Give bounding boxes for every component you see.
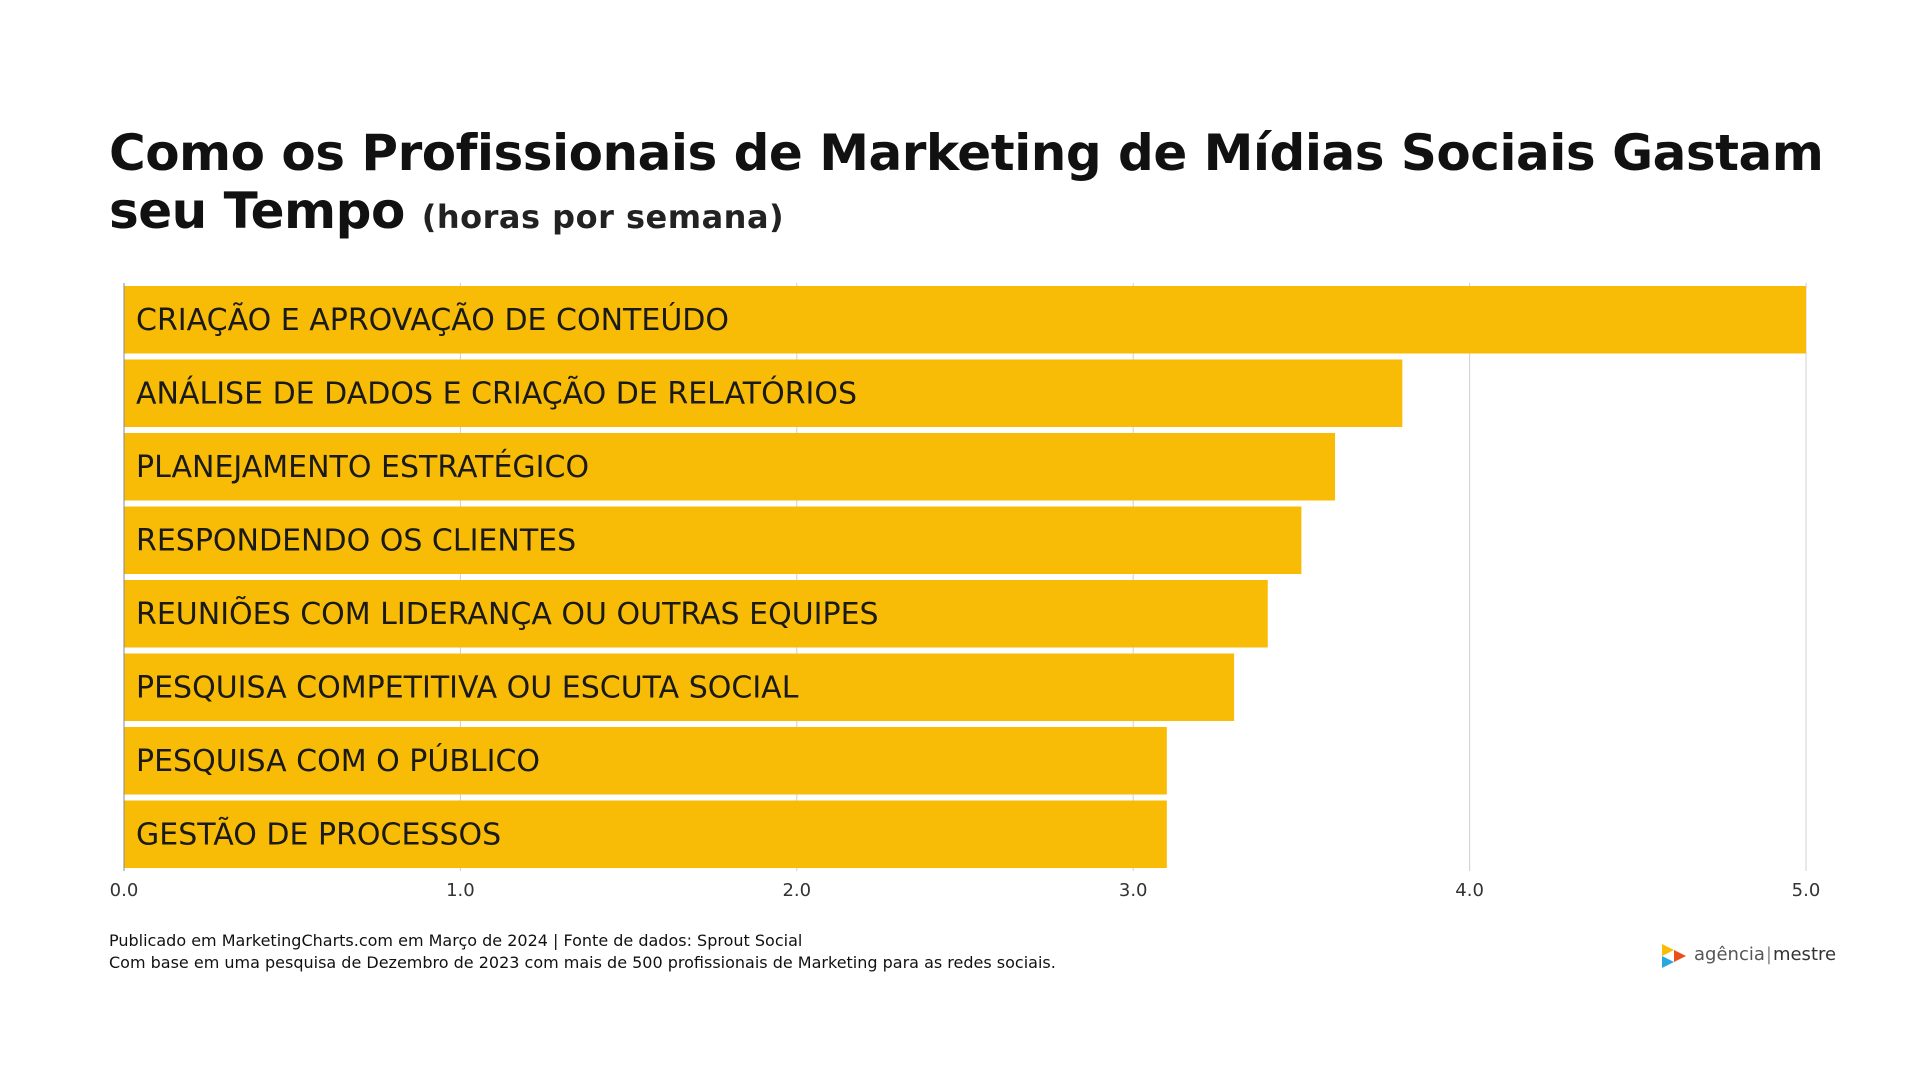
bar (124, 506, 1302, 574)
bar-label: CRIAÇÃO E APROVAÇÃO DE CONTEÚDO (136, 301, 729, 338)
bar-label: PLANEJAMENTO ESTRATÉGICO (136, 449, 589, 485)
chart-footer: Publicado em MarketingCharts.com em Març… (109, 930, 1056, 974)
logo-separator: | (1765, 943, 1772, 965)
x-tick-label: 1.0 (446, 880, 475, 901)
bar (124, 433, 1336, 501)
chart-title-main: Como os Profissionais de Marketing de Mí… (109, 124, 1824, 240)
footer-source: Publicado em MarketingCharts.com em Març… (109, 931, 803, 950)
logo-text-part1: agência (1694, 943, 1765, 965)
bar-label: PESQUISA COMPETITIVA OU ESCUTA SOCIAL (136, 670, 799, 705)
bar (124, 286, 1806, 354)
bar (124, 727, 1167, 795)
x-tick-label: 0.0 (110, 880, 139, 901)
bar (124, 580, 1268, 648)
x-tick-label: 2.0 (782, 880, 811, 901)
bar-label: RESPONDENDO OS CLIENTES (136, 523, 576, 558)
agency-logo: agência|mestre (1660, 940, 1836, 968)
bar-label: ANÁLISE DE DADOS E CRIAÇÃO DE RELATÓRIOS (136, 374, 857, 411)
x-tick-label: 4.0 (1455, 880, 1484, 901)
bar-label: GESTÃO DE PROCESSOS (136, 816, 501, 852)
chart-title: Como os Profissionais de Marketing de Mí… (109, 124, 1869, 246)
bar-label: PESQUISA COM O PÚBLICO (136, 742, 540, 779)
x-tick-label: 3.0 (1119, 880, 1148, 901)
bar-label: REUNIÕES COM LIDERANÇA OU OUTRAS EQUIPES (136, 595, 879, 632)
bar (124, 653, 1235, 721)
logo-icon (1662, 944, 1686, 968)
chart-title-unit: (horas por semana) (421, 198, 785, 236)
logo-text-part2: mestre (1772, 943, 1837, 965)
x-tick-label: 5.0 (1792, 880, 1821, 901)
logo-text: agência|mestre (1694, 944, 1836, 965)
bar (124, 800, 1167, 868)
bar (124, 359, 1403, 427)
footer-note: Com base em uma pesquisa de Dezembro de … (109, 953, 1056, 972)
